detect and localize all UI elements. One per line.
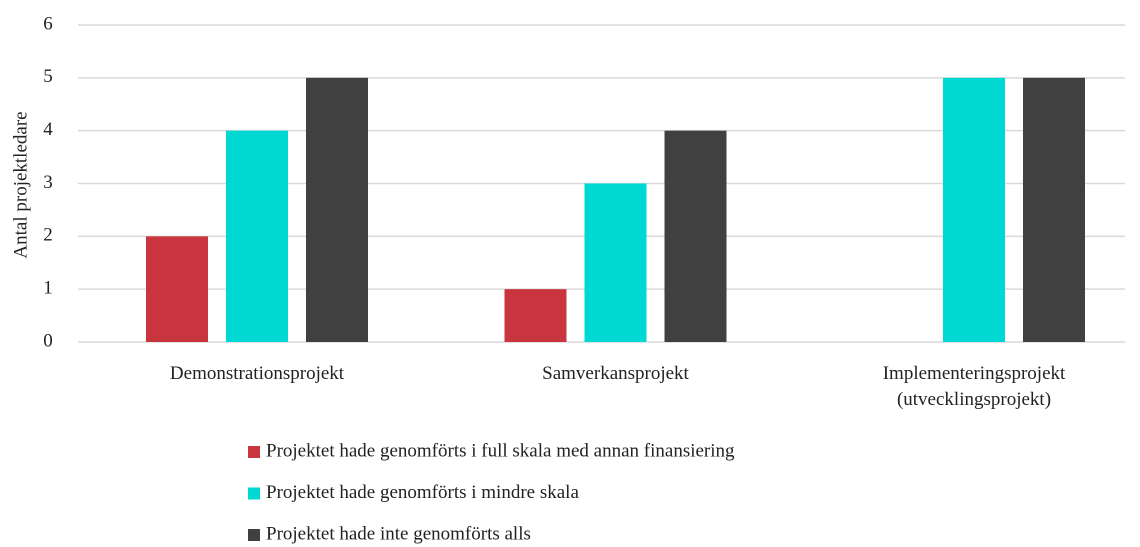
bar bbox=[226, 130, 288, 342]
bar bbox=[584, 183, 647, 342]
y-tick-label: 0 bbox=[43, 330, 53, 351]
legend-swatch bbox=[248, 446, 260, 458]
y-tick-label: 5 bbox=[43, 66, 53, 87]
bar bbox=[504, 289, 567, 342]
y-tick-label: 1 bbox=[43, 278, 53, 299]
legend-label: Projektet hade genomförts i mindre skala bbox=[266, 482, 579, 503]
bar bbox=[943, 77, 1005, 342]
bar bbox=[306, 77, 368, 342]
bar bbox=[664, 130, 727, 342]
bar bbox=[146, 236, 208, 342]
y-tick-label: 2 bbox=[43, 225, 53, 246]
y-tick-label: 6 bbox=[43, 13, 53, 34]
y-tick-label: 3 bbox=[43, 172, 53, 193]
bar bbox=[1023, 77, 1085, 342]
x-tick-label: Demonstrationsprojekt bbox=[170, 363, 345, 384]
x-tick-label: Implementeringsprojekt (utvecklingsprojek… bbox=[883, 363, 1066, 410]
x-tick-label: Samverkansprojekt bbox=[542, 363, 689, 384]
y-tick-label: 4 bbox=[43, 119, 53, 140]
legend-swatch bbox=[248, 487, 260, 500]
legend-label: Projektet hade inte genomförts alls bbox=[266, 523, 531, 544]
legend-label: Projektet hade genomförts i full skala m… bbox=[266, 440, 735, 461]
legend-swatch bbox=[248, 529, 260, 541]
y-axis-title: Antal projektledare bbox=[10, 111, 31, 258]
